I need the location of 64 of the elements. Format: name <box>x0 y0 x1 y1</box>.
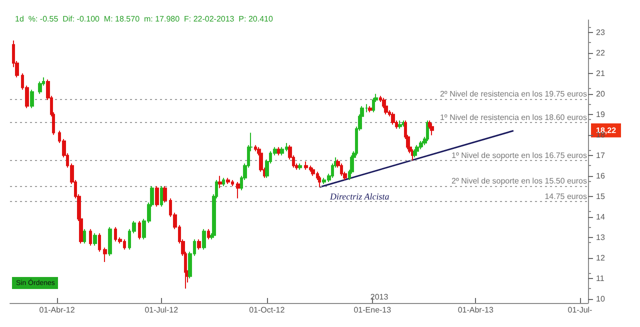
candlestick <box>207 228 210 240</box>
candlestick <box>38 81 42 94</box>
candlestick <box>103 247 107 262</box>
x-tick-label: 01-Jul-12 <box>144 306 179 314</box>
y-tick-label: 12 <box>596 253 606 262</box>
candlestick <box>155 186 159 208</box>
x-tick-label: 01-Oct-12 <box>249 306 286 314</box>
chart-subtitle: 1d %: -0.55 Dif: -0.100 M: 18.570 m: 17.980 F: 22-02-2013 P: 20.410 <box>15 14 274 24</box>
y-tick-label: 23 <box>596 28 606 37</box>
y-tick-label: 20 <box>596 89 606 98</box>
candlestick <box>430 122 434 136</box>
candlestick <box>222 177 225 187</box>
candlestick <box>89 228 92 246</box>
candlestick <box>372 97 375 113</box>
candlestick <box>277 146 280 156</box>
y-tick-label: 15 <box>596 192 606 201</box>
candlestick <box>226 177 230 185</box>
candlestick <box>197 238 201 250</box>
candlestick <box>340 163 343 176</box>
candlestick <box>98 232 101 252</box>
series-label: Directriz Alcista <box>329 192 390 202</box>
y-tick-label: 14 <box>596 212 606 222</box>
x-tick-label: 01-Abr-13 <box>458 306 494 314</box>
candlestick <box>30 89 34 109</box>
y-tick-label: 19 <box>596 110 606 119</box>
y-tick-label: 13 <box>596 232 606 242</box>
annotation: 2013 <box>370 292 389 302</box>
y-tick-label: 17 <box>596 150 606 160</box>
candlestick <box>368 106 372 113</box>
candlestick <box>160 186 163 208</box>
candlestick <box>318 175 321 188</box>
candlestick <box>163 186 167 204</box>
candlestick <box>311 167 315 176</box>
x-tick-label: 01-Jul- <box>568 306 593 314</box>
x-tick-label: 01-Ene-13 <box>354 306 392 314</box>
y-tick-label: 10 <box>596 294 606 304</box>
candlestick <box>426 120 429 142</box>
ref-line-label: 2º Nivel de resistencia en los 19.75 euros <box>440 89 587 98</box>
y-tick-label: 16 <box>596 171 606 180</box>
candlestick <box>93 232 97 246</box>
candlestick <box>413 148 417 158</box>
ref-line-label: 2º Nivel de soporte en los 15.50 euros <box>452 176 587 186</box>
y-tick-label: 11 <box>596 274 605 283</box>
ref-line-label: 1º Nivel de resistencia en los 18.60 euros <box>440 113 587 122</box>
ref-line-label: 14.75 euros <box>544 192 587 201</box>
candlestick <box>83 228 86 244</box>
candlestick <box>236 182 240 199</box>
candlestick <box>304 161 308 170</box>
y-tick-label: 21 <box>596 68 606 78</box>
candlestick <box>298 163 302 170</box>
candlestick <box>108 226 112 256</box>
candlestick <box>415 144 419 154</box>
candlestick <box>218 175 222 189</box>
candlestick <box>138 220 141 240</box>
candlestick <box>398 120 402 130</box>
candlestick <box>254 144 257 152</box>
candlestick <box>421 140 425 148</box>
x-tick-label: 01-Abr-12 <box>39 306 76 314</box>
candlestick <box>280 146 284 156</box>
y-tick-label: 22 <box>596 48 606 58</box>
candlestick <box>202 228 206 250</box>
candlestick <box>391 112 395 126</box>
candlestick <box>411 148 414 161</box>
ref-line-label: 1º Nivel de soporte en los 16.75 euros <box>452 150 587 160</box>
